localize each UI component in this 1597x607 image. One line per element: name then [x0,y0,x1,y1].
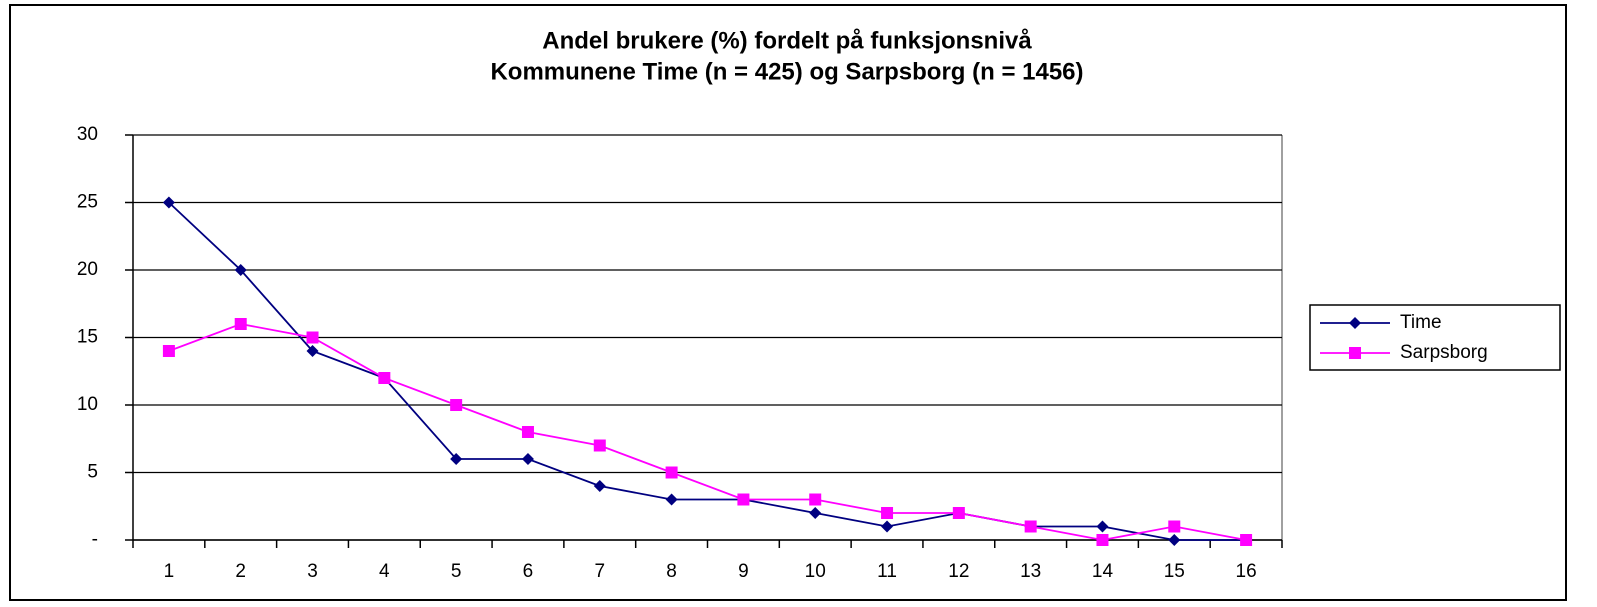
series-line [168,201,1247,541]
x-tick-label: 14 [1092,561,1114,582]
x-tick-label: 11 [877,561,897,582]
marker [306,345,319,357]
marker [162,345,175,357]
marker [521,453,534,465]
x-tick-label: 10 [805,561,826,582]
chart-subtitle: Kommunene Time (n = 425) og Sarpsborg (n… [490,58,1083,85]
marker [809,493,822,506]
marker [450,453,463,465]
legend-label: Time [1400,312,1442,333]
marker [1168,520,1181,533]
marker [1240,534,1253,546]
x-tick-label: 2 [235,561,246,582]
series-line [168,323,1247,541]
x-tick-label: 8 [666,561,677,582]
legend-marker [1349,317,1361,329]
x-tick-label: 7 [594,561,605,582]
x-tick-label: 16 [1236,561,1257,582]
y-tick-label: 30 [77,124,98,145]
x-tick-label: 5 [451,561,462,582]
marker [1024,520,1037,533]
marker [234,264,247,276]
y-tick-label: 20 [77,259,98,280]
x-tick-label: 12 [948,561,969,582]
marker [737,493,750,506]
marker [162,196,175,209]
marker [306,331,319,344]
marker [521,426,534,438]
marker [952,507,965,519]
marker [593,480,606,492]
marker [665,466,678,479]
x-tick-label: 4 [379,561,390,582]
y-tick-label: 5 [87,462,98,483]
marker [1168,534,1181,546]
y-tick-label: 10 [77,394,98,415]
marker [881,507,894,519]
x-tick-label: 1 [164,561,175,582]
legend-box [1309,304,1561,371]
x-tick-label: 15 [1164,561,1185,582]
chart-title: Andel brukere (%) fordelt på funksjonsni… [542,27,1032,54]
marker [809,507,822,519]
y-tick-label: 25 [77,192,98,213]
legend-marker [1349,347,1361,359]
marker [450,399,463,411]
x-tick-label: 9 [738,561,749,582]
x-tick-label: 13 [1020,561,1041,582]
marker [1096,534,1109,546]
marker [593,439,606,452]
marker [1096,520,1109,533]
x-tick-label: 6 [523,561,534,582]
x-tick-label: 3 [307,561,318,582]
marker [378,372,391,384]
y-tick-label: - [92,529,98,550]
marker [665,493,678,506]
chart-border [9,4,1567,601]
y-tick-label: 15 [77,327,98,348]
marker [234,318,247,330]
legend-label: Sarpsborg [1400,342,1488,363]
marker [881,520,894,533]
